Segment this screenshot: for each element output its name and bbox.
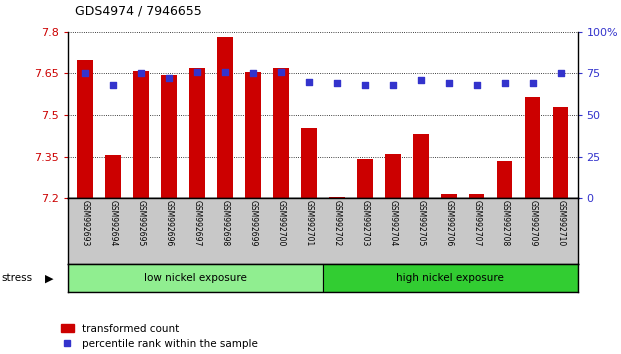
Bar [245,72,261,198]
Point [220,69,230,75]
Text: GSM992696: GSM992696 [165,200,173,247]
Text: GSM992709: GSM992709 [528,200,537,247]
Point [136,70,146,76]
Point [276,69,286,75]
Text: GSM992704: GSM992704 [388,200,397,247]
Point [108,82,118,88]
Bar [161,75,177,198]
Text: GSM992694: GSM992694 [109,200,117,247]
Text: GSM992697: GSM992697 [193,200,201,247]
Text: GSM992705: GSM992705 [416,200,425,247]
Bar [189,68,205,198]
Bar [469,194,484,198]
Bar [329,197,345,198]
Point [556,70,566,76]
Text: GSM992701: GSM992701 [304,200,314,246]
Text: GSM992707: GSM992707 [473,200,481,247]
Bar [441,194,456,198]
Text: GSM992702: GSM992702 [332,200,342,246]
Text: GSM992706: GSM992706 [445,200,453,247]
Point [528,81,538,86]
Bar [357,159,373,198]
Point [332,81,342,86]
Bar [106,155,120,198]
Text: GSM992700: GSM992700 [276,200,286,247]
Bar [553,107,568,198]
Point [304,79,314,85]
Bar [323,264,578,292]
Bar [273,68,289,198]
Bar [525,97,540,198]
Bar [385,154,401,198]
Text: stress: stress [2,273,33,283]
Point [164,76,174,81]
Text: GSM992703: GSM992703 [360,200,369,247]
Point [80,70,90,76]
Point [444,81,454,86]
Text: GSM992710: GSM992710 [556,200,565,246]
Text: GSM992708: GSM992708 [501,200,509,246]
Point [500,81,510,86]
Point [192,69,202,75]
Bar [217,38,233,198]
Point [472,82,482,88]
Bar [78,59,93,198]
Text: GSM992698: GSM992698 [220,200,230,246]
Point [416,77,426,83]
Bar [134,71,149,198]
Text: GSM992695: GSM992695 [137,200,145,247]
Text: GSM992699: GSM992699 [248,200,258,247]
Text: ▶: ▶ [45,273,54,283]
Text: GSM992693: GSM992693 [81,200,89,247]
Point [360,82,370,88]
Text: low nickel exposure: low nickel exposure [144,273,247,283]
Point [248,70,258,76]
Text: GDS4974 / 7946655: GDS4974 / 7946655 [75,5,201,18]
Legend: transformed count, percentile rank within the sample: transformed count, percentile rank withi… [61,324,258,349]
Text: high nickel exposure: high nickel exposure [396,273,504,283]
Point [388,82,398,88]
Bar [301,127,317,198]
Bar [68,264,323,292]
Bar [497,161,512,198]
Bar [413,135,428,198]
